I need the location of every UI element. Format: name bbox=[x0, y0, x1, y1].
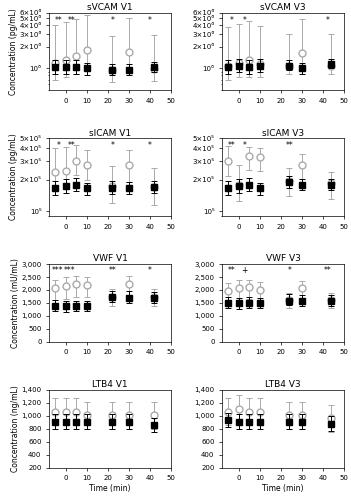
Text: *: * bbox=[110, 142, 114, 150]
Text: *: * bbox=[230, 16, 233, 24]
Title: sVCAM V3: sVCAM V3 bbox=[260, 2, 306, 12]
Text: *: * bbox=[148, 142, 152, 150]
Text: **: ** bbox=[108, 266, 116, 276]
Title: LTB4 V1: LTB4 V1 bbox=[92, 380, 128, 389]
Y-axis label: Concentration (pg/mL): Concentration (pg/mL) bbox=[9, 8, 18, 94]
Title: sICAM V3: sICAM V3 bbox=[262, 128, 304, 138]
Text: *: * bbox=[325, 16, 329, 24]
Text: **: ** bbox=[228, 266, 236, 276]
Title: VWF V1: VWF V1 bbox=[93, 254, 127, 264]
Text: **: ** bbox=[228, 142, 236, 150]
Title: VWF V3: VWF V3 bbox=[266, 254, 300, 264]
Text: ***: *** bbox=[63, 266, 75, 276]
Text: **: ** bbox=[323, 266, 331, 276]
Y-axis label: Concentration (ng/mL): Concentration (ng/mL) bbox=[11, 386, 20, 472]
Text: +: + bbox=[241, 266, 247, 276]
Title: sVCAM V1: sVCAM V1 bbox=[87, 2, 133, 12]
Text: **: ** bbox=[285, 142, 293, 150]
Text: *: * bbox=[148, 16, 152, 24]
Text: **: ** bbox=[55, 16, 62, 24]
Text: *: * bbox=[287, 266, 291, 276]
Title: LTB4 V3: LTB4 V3 bbox=[265, 380, 301, 389]
X-axis label: Time (min): Time (min) bbox=[89, 484, 131, 493]
Text: **: ** bbox=[67, 16, 75, 24]
Y-axis label: Concentration (pg/mL): Concentration (pg/mL) bbox=[9, 134, 18, 220]
Text: **: ** bbox=[67, 142, 75, 150]
X-axis label: Time (min): Time (min) bbox=[262, 484, 304, 493]
Text: *: * bbox=[148, 266, 152, 276]
Text: *: * bbox=[242, 16, 246, 24]
Title: sICAM V1: sICAM V1 bbox=[89, 128, 131, 138]
Text: *: * bbox=[57, 142, 60, 150]
Text: ***: *** bbox=[52, 266, 63, 276]
Text: *: * bbox=[242, 142, 246, 150]
Text: *: * bbox=[110, 16, 114, 24]
Y-axis label: Concentration (mU/mL): Concentration (mU/mL) bbox=[11, 258, 20, 348]
